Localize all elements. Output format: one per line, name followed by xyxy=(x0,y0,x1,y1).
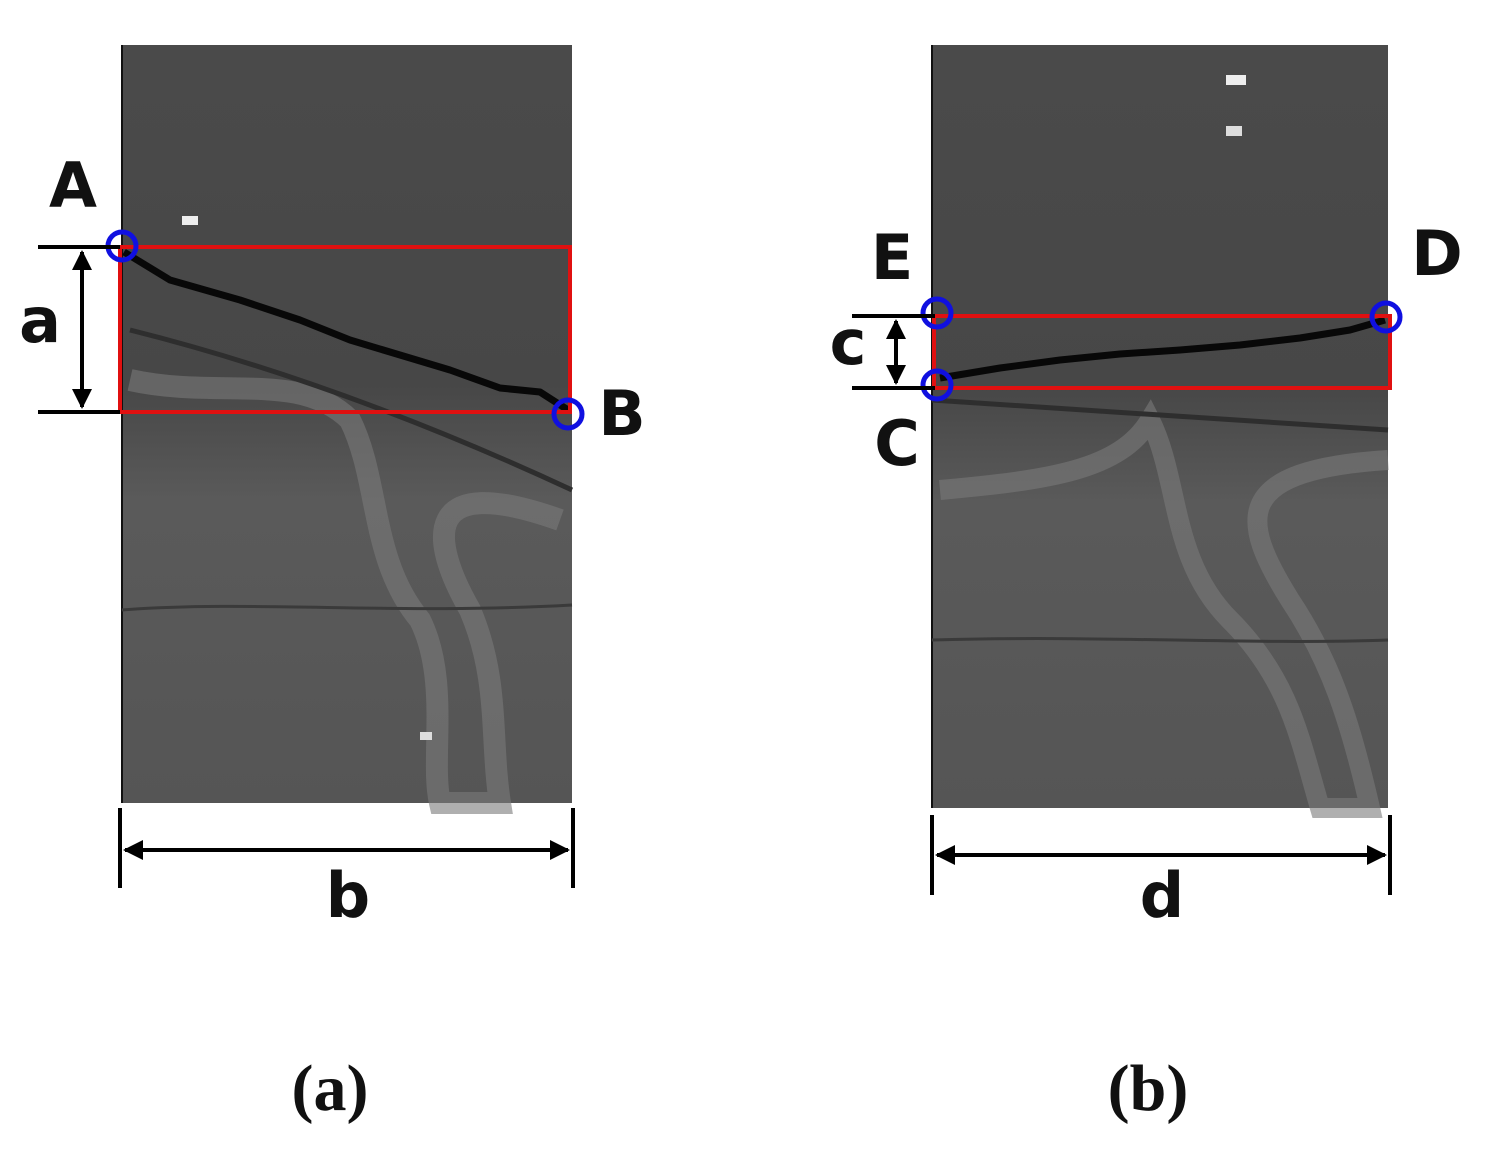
caption: (b) xyxy=(1108,1052,1189,1125)
point-marker xyxy=(920,368,954,402)
bounding-box xyxy=(932,314,1392,390)
point-marker xyxy=(551,397,585,431)
texture xyxy=(931,397,1389,433)
texture xyxy=(931,637,1389,643)
texture xyxy=(121,603,573,612)
panel-b: E D C c d (b) xyxy=(830,45,1463,1125)
speck xyxy=(1226,75,1246,85)
crack xyxy=(122,249,570,413)
bounding-box xyxy=(118,245,572,414)
dimension-label: d xyxy=(1140,859,1184,932)
texture xyxy=(127,369,564,814)
point-label: C xyxy=(874,407,920,480)
panel-a: A B a b (a) xyxy=(19,45,646,1125)
dimension-label: a xyxy=(19,284,61,357)
texture xyxy=(939,399,1389,818)
crack xyxy=(939,316,1386,382)
point-label: D xyxy=(1411,217,1462,290)
texture xyxy=(129,327,574,493)
speck xyxy=(420,732,432,740)
point-label: B xyxy=(598,377,645,450)
speck xyxy=(1226,126,1242,136)
dimension-label: b xyxy=(326,859,370,932)
point-label: E xyxy=(871,221,913,294)
point-label: A xyxy=(49,149,97,222)
caption: (a) xyxy=(292,1052,369,1125)
point-marker xyxy=(1369,300,1403,334)
dimension-label: c xyxy=(830,306,867,379)
speck xyxy=(182,216,198,225)
point-marker xyxy=(920,296,954,330)
